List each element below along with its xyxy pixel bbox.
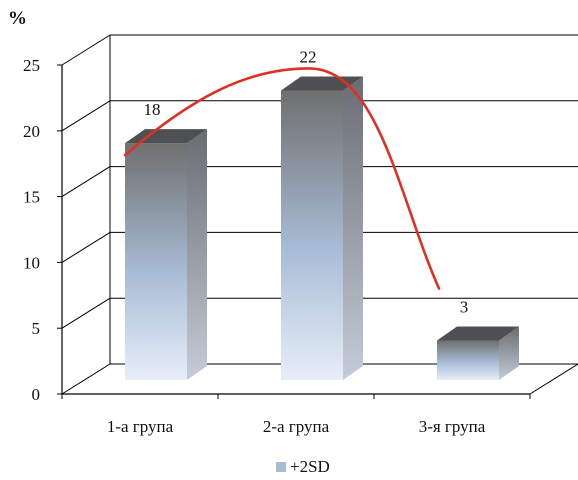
grid-diagonal xyxy=(61,166,111,198)
y-tick-label: 15 xyxy=(23,188,40,207)
y-tick-label: 20 xyxy=(23,122,40,141)
grid-diagonal xyxy=(61,363,111,395)
x-tick-label: 1-а група xyxy=(107,417,174,436)
bar xyxy=(437,340,499,380)
grid-diagonal xyxy=(61,231,111,263)
floor-right-edge xyxy=(529,363,578,395)
trend-line xyxy=(123,67,441,290)
y-axis-label: % xyxy=(8,8,27,29)
grid-diagonal xyxy=(61,297,111,329)
legend-swatch xyxy=(276,462,286,472)
y-tick-label: 0 xyxy=(32,385,41,404)
bar xyxy=(125,143,187,380)
bar-layer xyxy=(125,76,519,380)
data-label: 3 xyxy=(460,298,469,317)
x-tick-label: 2-а група xyxy=(263,417,330,436)
data-label: 22 xyxy=(300,47,317,66)
bar-side xyxy=(499,326,519,380)
x-tick-label: 3-я група xyxy=(419,417,486,436)
bar-side xyxy=(187,129,207,380)
trend-layer xyxy=(123,67,441,290)
data-label: 18 xyxy=(144,100,161,119)
grid-diagonal xyxy=(61,34,111,66)
legend-label: +2SD xyxy=(290,457,330,476)
y-tick-label: 25 xyxy=(23,56,40,75)
bar-side xyxy=(343,76,363,380)
grid-diagonal xyxy=(61,100,111,132)
y-tick-label: 10 xyxy=(23,253,40,272)
label-layer: 0 5 10 15 20 25 1-а група 18 2-а група 22 3-я груп… xyxy=(23,47,486,436)
bar-top xyxy=(437,326,519,341)
axis-layer xyxy=(57,64,531,399)
y-tick-label: 5 xyxy=(32,319,41,338)
legend: +2SD xyxy=(276,457,330,476)
bar xyxy=(281,90,343,380)
